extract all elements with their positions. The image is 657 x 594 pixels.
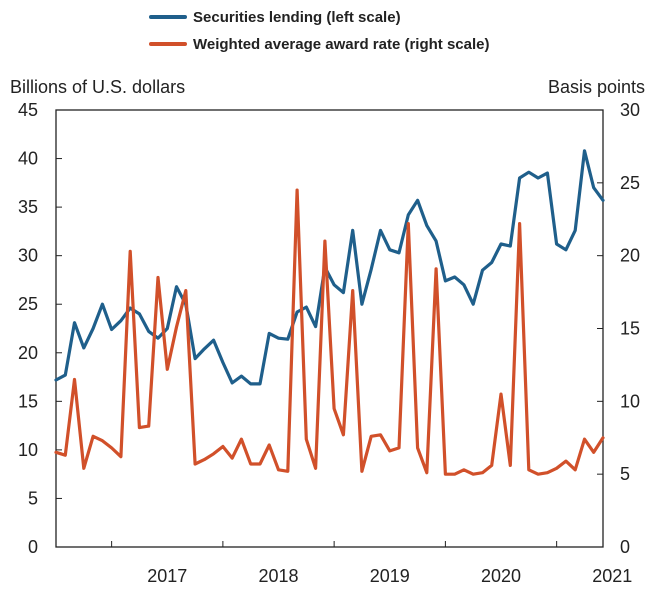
left-tick-label: 45 — [18, 100, 38, 120]
legend-item-securities-lending: Securities lending (left scale) — [149, 9, 401, 26]
legend-item-award-rate: Weighted average award rate (right scale… — [149, 36, 490, 53]
left-tick-label: 0 — [28, 537, 38, 557]
right-tick-label: 20 — [620, 246, 640, 266]
left-tick-label: 15 — [18, 391, 38, 411]
left-tick-label: 10 — [18, 440, 38, 460]
legend-label-securities-lending: Securities lending (left scale) — [193, 9, 401, 26]
x-tick-label: 2018 — [258, 566, 298, 586]
left-axis-ticks: 0 5 10 15 20 25 30 35 40 45 — [18, 100, 62, 557]
right-tick-label: 30 — [620, 100, 640, 120]
left-tick-label: 25 — [18, 294, 38, 314]
right-axis-ticks: 0 5 10 15 20 25 30 — [597, 100, 640, 557]
legend-label-award-rate: Weighted average award rate (right scale… — [193, 36, 490, 53]
series-line-securities-lending — [54, 149, 605, 386]
x-tick-label: 2021 — [592, 566, 632, 586]
left-tick-label: 20 — [18, 343, 38, 363]
left-axis-title: Billions of U.S. dollars — [10, 77, 185, 97]
series-lines — [54, 149, 605, 476]
right-tick-label: 5 — [620, 464, 630, 484]
right-tick-label: 10 — [620, 391, 640, 411]
left-tick-label: 5 — [28, 488, 38, 508]
right-tick-label: 15 — [620, 319, 640, 339]
left-tick-label: 30 — [18, 246, 38, 266]
x-tick-label: 2019 — [370, 566, 410, 586]
left-tick-label: 35 — [18, 197, 38, 217]
right-axis-title: Basis points — [548, 77, 645, 97]
right-tick-label: 25 — [620, 173, 640, 193]
legend: Securities lending (left scale) Weighted… — [149, 9, 490, 53]
left-tick-label: 40 — [18, 149, 38, 169]
x-tick-label: 2017 — [147, 566, 187, 586]
right-tick-label: 0 — [620, 537, 630, 557]
x-axis-ticks: 2017 2018 2019 2020 2021 — [111, 541, 632, 586]
x-tick-label: 2020 — [481, 566, 521, 586]
series-line-award-rate — [54, 188, 605, 476]
